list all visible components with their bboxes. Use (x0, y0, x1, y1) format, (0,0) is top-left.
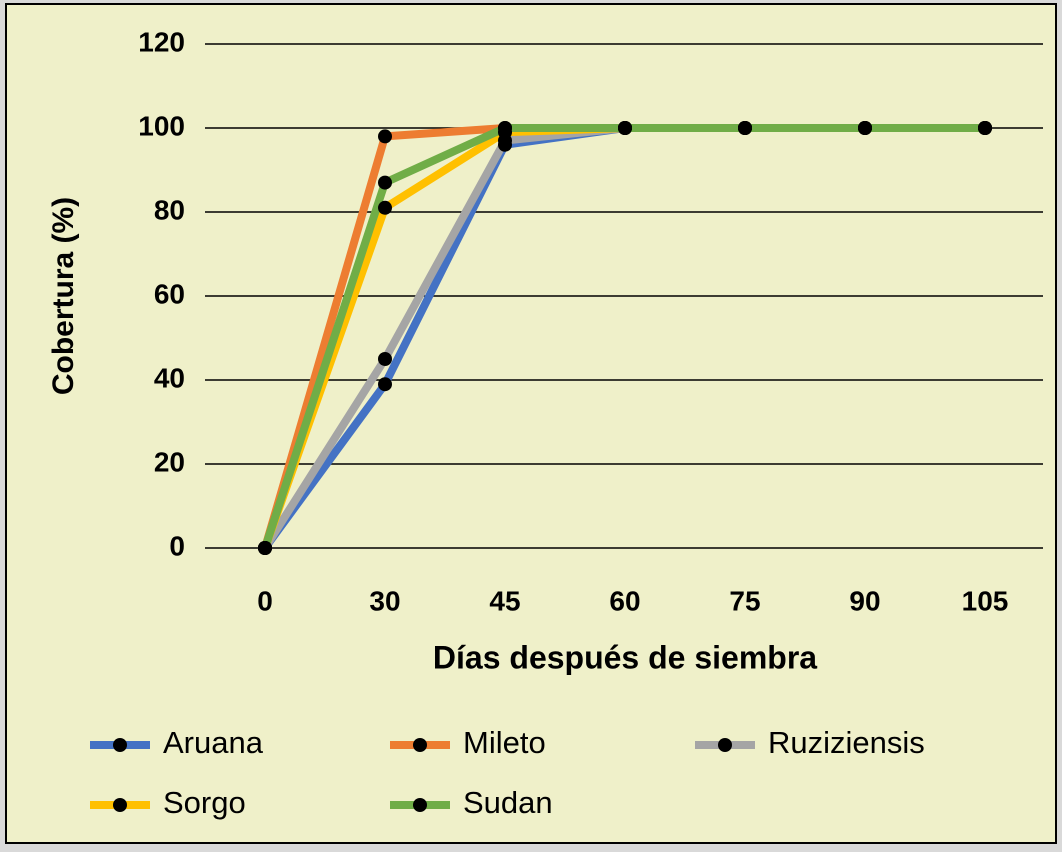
data-point (498, 121, 512, 135)
data-point (378, 175, 392, 190)
x-axis-title: Días después de siembra (433, 639, 817, 675)
legend-label: Sorgo (163, 785, 246, 820)
legend-label: Sudan (463, 785, 553, 820)
legend-marker (413, 798, 427, 812)
y-tick-label: 80 (154, 194, 185, 225)
data-point (378, 200, 392, 215)
legend-label: Ruziziensis (768, 725, 925, 760)
legend-marker (413, 738, 427, 752)
legend-label: Mileto (463, 725, 546, 760)
data-point (258, 541, 272, 555)
data-point (378, 377, 392, 392)
x-tick-label: 105 (962, 585, 1009, 616)
legend-marker (113, 738, 127, 752)
legend-label: Aruana (163, 725, 264, 760)
data-point (978, 121, 992, 135)
x-tick-label: 0 (257, 585, 273, 616)
y-tick-label: 40 (154, 362, 185, 393)
y-axis-title: Cobertura (%) (47, 197, 80, 395)
x-tick-label: 90 (849, 585, 880, 616)
legend-marker (718, 738, 732, 752)
y-tick-label: 60 (154, 278, 185, 309)
y-tick-label: 120 (138, 26, 185, 57)
data-point (618, 121, 632, 135)
x-tick-label: 30 (369, 585, 400, 616)
y-tick-label: 0 (169, 530, 185, 561)
x-tick-label: 45 (489, 585, 520, 616)
x-tick-label: 75 (729, 585, 760, 616)
data-point (378, 129, 392, 144)
data-point (378, 352, 392, 366)
data-point (738, 121, 752, 135)
y-tick-label: 20 (154, 446, 185, 477)
legend-marker (113, 798, 127, 812)
data-point (858, 121, 872, 135)
x-tick-label: 60 (609, 585, 640, 616)
y-tick-label: 100 (138, 110, 185, 141)
